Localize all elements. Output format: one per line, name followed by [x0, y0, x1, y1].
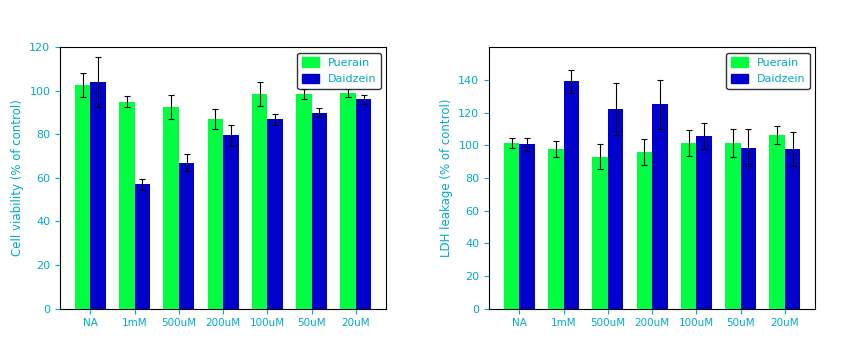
Bar — [770, 135, 785, 309]
Bar — [208, 119, 223, 309]
Bar — [519, 144, 535, 309]
Bar — [504, 143, 519, 309]
Bar — [223, 135, 239, 309]
Bar — [119, 102, 135, 309]
Bar — [681, 143, 697, 309]
Bar — [785, 149, 801, 309]
Bar — [652, 104, 668, 309]
Bar — [592, 157, 607, 309]
Bar — [90, 82, 106, 309]
Bar — [548, 149, 564, 309]
Y-axis label: LDH leakage (% of control): LDH leakage (% of control) — [439, 99, 453, 257]
Bar — [697, 136, 712, 309]
Legend: Puerain, Daidzein: Puerain, Daidzein — [727, 53, 810, 89]
Bar — [564, 81, 579, 309]
Y-axis label: Cell viability (% of control): Cell viability (% of control) — [10, 99, 24, 256]
Bar — [163, 107, 178, 309]
Legend: Puerain, Daidzein: Puerain, Daidzein — [298, 53, 381, 89]
Bar — [311, 113, 327, 309]
Bar — [135, 184, 150, 309]
Bar — [252, 94, 268, 309]
Bar — [341, 93, 356, 309]
Bar — [607, 109, 623, 309]
Bar — [356, 99, 372, 309]
Bar — [740, 148, 756, 309]
Bar — [268, 119, 283, 309]
Bar — [75, 85, 90, 309]
Bar — [178, 163, 194, 309]
Bar — [637, 152, 652, 309]
Bar — [725, 143, 740, 309]
Bar — [296, 94, 311, 309]
